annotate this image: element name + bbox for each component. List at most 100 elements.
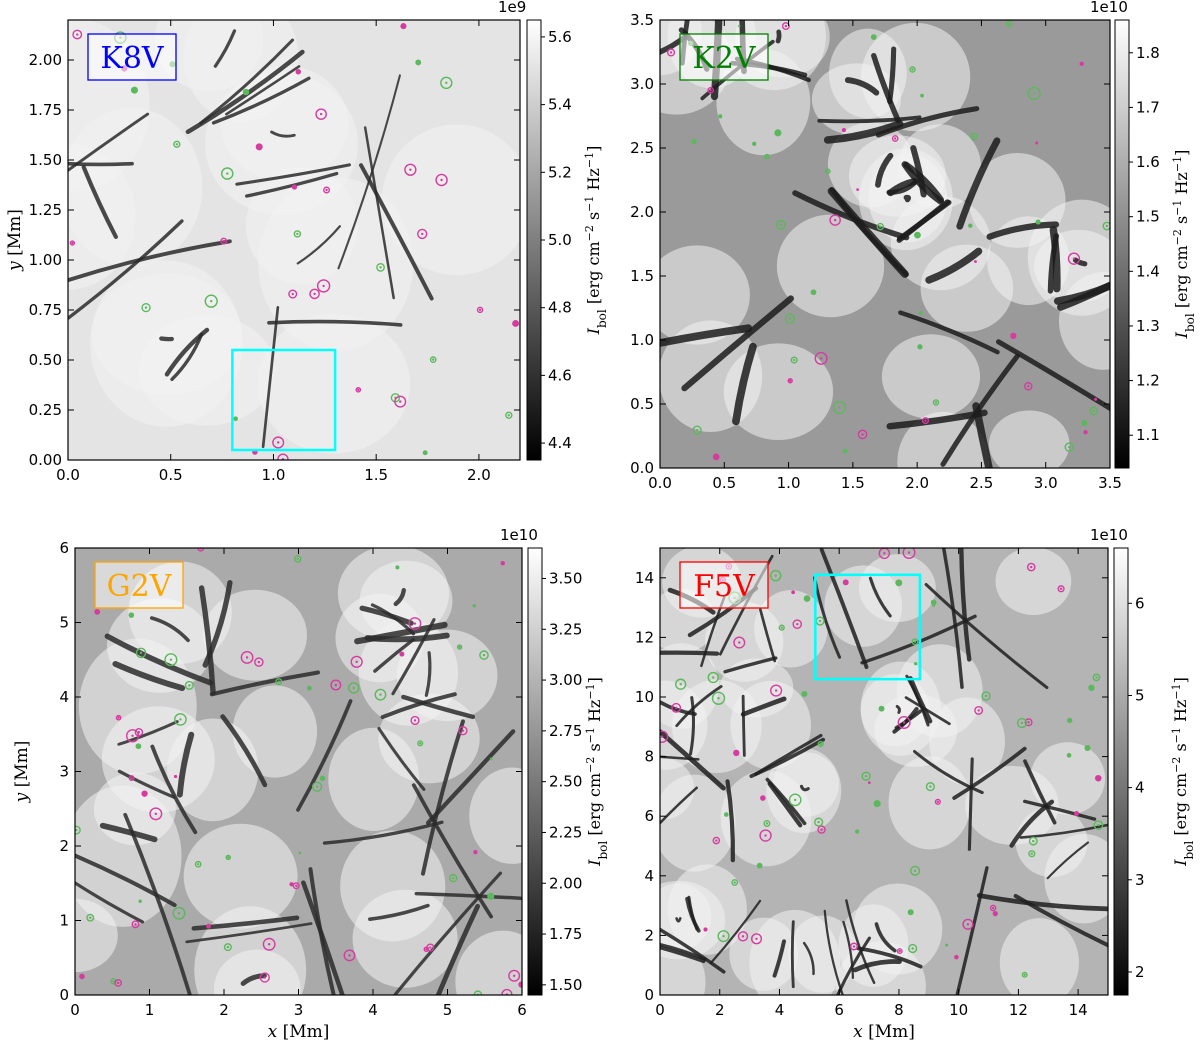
intergranular-lane [660,650,720,656]
marker-ring [1093,820,1104,830]
marker-dot [173,774,178,779]
y-tick-label: 1.25 [29,201,62,219]
marker-dot [1035,141,1039,145]
x-tick-label: 3.5 [1098,474,1122,492]
marker-dot [841,128,846,133]
intergranular-lane [1009,799,1055,848]
x-axis-label: x [Mm] [853,1022,915,1042]
marker-ring [343,949,356,962]
intergranular-lane [364,632,450,643]
marker-ring [897,715,911,730]
marker-ring [114,979,122,987]
roi-box [814,573,922,681]
intergranular-lane [819,548,869,670]
marker-ring [750,933,763,945]
intergranular-lane [220,714,268,788]
marker-center [71,241,74,245]
marker-dot [920,93,924,98]
y-tick-label: 10 [635,688,654,706]
granule [860,661,941,756]
intergranular-lane [368,903,430,921]
intergranular-lane [759,608,777,663]
marker-dot [141,790,148,797]
intergranular-lane [986,221,1060,240]
marker-center [154,812,158,816]
marker-dot [512,320,520,327]
intergranular-lane [401,694,476,720]
intergranular-lane [898,310,1000,355]
x-tick-label: 2.5 [969,474,993,492]
intergranular-lane [908,676,933,724]
marker-center [277,680,280,683]
marker-center [712,676,715,679]
marker-dot [1083,429,1088,435]
marker-center [482,653,486,657]
marker-center [413,719,417,722]
colorbar-tick-label: 1.50 [549,976,582,994]
marker-ring [1026,562,1036,572]
marker-center [991,906,995,910]
marker-dot [737,24,741,28]
marker-ring [776,219,787,230]
marker-ring [435,173,448,187]
marker-ring [348,682,360,694]
colorbar-tick-label: 1.7 [1136,98,1160,116]
granule [776,214,885,318]
marker-ring [908,943,918,954]
colorbar-tick-label: 5.0 [548,231,572,249]
colorbar-tick-label: 5.2 [548,163,572,181]
axes-frame [659,547,1109,996]
marker-ring [69,240,76,246]
x-tick-label: 3.0 [1034,474,1058,492]
marker-center [934,401,938,404]
intergranular-lane [240,973,267,986]
star-label-box [87,33,177,81]
marker-center [879,225,882,228]
marker-center [1007,22,1011,26]
granule [881,334,981,419]
marker-ring [692,425,702,435]
marker-ring [671,702,682,713]
marker-dot [415,59,422,66]
intergranular-lane [370,603,416,636]
marker-ring [408,617,422,631]
marker-dot [913,661,918,666]
intergranular-lane [235,163,352,186]
marker-ring [410,715,420,726]
marker-dot [733,749,740,757]
marker-dot [1079,61,1084,66]
marker-center [1068,445,1071,449]
intergranular-lane [871,52,901,124]
marker-ring [969,132,978,141]
marker-ring [184,680,194,690]
marker-center [315,785,319,788]
intergranular-lane [149,616,190,643]
colorbar-tick-label: 3.50 [549,569,582,587]
marker-center [461,729,465,732]
colorbar-tick-label: 5.6 [548,28,572,46]
intergranular-lane [903,161,945,203]
intergranular-lane [68,239,232,282]
marker-ring [72,29,83,40]
marker-dot [135,743,142,750]
intergranular-lane [202,580,233,668]
colorbar-label: Ibol [erg cm−2 s−1 Hz−1] [583,146,610,336]
marker-ring [141,302,151,313]
marker-ring [974,705,984,715]
marker-ring [223,943,232,952]
intergranular-lane [660,942,707,962]
intensity-map [68,20,520,460]
intergranular-lane [772,939,786,978]
marker-center [1023,973,1026,976]
marker-center [788,379,792,382]
granule [455,930,522,995]
x-tick-label: 2.0 [467,466,491,484]
intergranular-lane [435,903,481,995]
marker-center [883,552,886,555]
marker-center [715,839,718,842]
marker-center [348,954,351,957]
intergranular-lane [925,247,983,284]
intergranular-lane [391,618,436,696]
y-tick-label: 8 [644,748,654,766]
intergranular-lane [689,696,695,756]
